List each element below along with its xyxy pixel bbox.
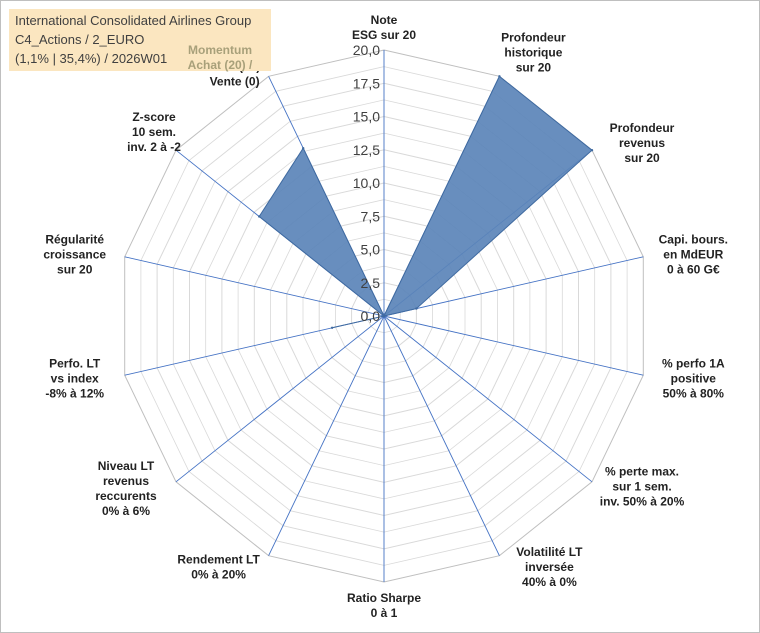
axis-label: Régularité croissance sur 20	[43, 233, 106, 277]
axis-label-line: 10 sem.	[132, 125, 176, 139]
axis-label-line: 40% à 0%	[522, 575, 577, 589]
axis-label-line: Ratio Sharpe	[347, 591, 421, 605]
data-point	[590, 149, 594, 152]
axis-label-line: ESG sur 20	[352, 28, 416, 42]
axis-label-line: sur 20	[57, 263, 93, 277]
axis-label-line: en MdEUR	[663, 248, 723, 262]
tick-label: 2,5	[361, 275, 381, 291]
axis-label-line: 50% à 80%	[663, 386, 725, 400]
axis-label: % perfo 1A positive 50% à 80%	[662, 356, 725, 400]
momentum-line-1: Momentum	[188, 43, 252, 57]
tick-label: 7,5	[361, 208, 381, 224]
axis-label-line: Régularité	[45, 233, 104, 247]
axis-label-line: 0% à 6%	[102, 504, 150, 518]
axis-label: Volatilité LT inversée 40% à 0%	[516, 545, 583, 589]
axis-label: Ratio Sharpe 0 à 1	[347, 591, 421, 620]
axis-label-line: Volatilité LT	[516, 545, 583, 559]
axis-spoke	[383, 256, 644, 317]
axis-label-line: inv. 2 à -2	[127, 140, 181, 154]
tick-label: 0,0	[361, 308, 381, 324]
axis-label-line: 0% à 20%	[191, 568, 246, 582]
axis-label-line: inv. 50% à 20%	[600, 494, 685, 508]
axis-spoke	[383, 315, 593, 483]
axis-label-line: reccurents	[95, 489, 157, 503]
data-point	[302, 147, 305, 150]
axis-label-line: Profondeur	[610, 121, 675, 135]
axis-label-line: inversée	[525, 560, 574, 574]
axis-label-line: vs index	[51, 371, 99, 385]
data-point	[330, 326, 334, 329]
axis-label-line: positive	[671, 371, 717, 385]
axis-label-line: sur 1 sem.	[612, 479, 671, 493]
axis-label: Rendement LT 0% à 20%	[177, 553, 260, 582]
axis-label-line: Z-score	[132, 110, 176, 124]
axis-label-line: % perte max.	[605, 464, 679, 478]
tick-label: 15,0	[353, 109, 380, 125]
axis-label: Profondeur historique sur 20	[501, 30, 566, 74]
axis-label-line: 0 à 60 G€	[667, 263, 720, 277]
info-box: International Consolidated Airlines Grou…	[9, 9, 271, 71]
axis-label-line: revenus	[103, 474, 149, 488]
axis-label-line: Capi. bours.	[659, 233, 728, 247]
data-point	[415, 307, 418, 310]
tick-label: 5,0	[361, 242, 381, 258]
axis-spoke	[175, 315, 385, 483]
data-point	[258, 215, 261, 218]
tick-label: 10,0	[353, 175, 380, 191]
axis-label: Niveau LT revenus reccurents 0% à 6%	[95, 459, 157, 518]
axis-label-line: Niveau LT	[98, 459, 155, 473]
axis-label-line: 0 à 1	[371, 606, 398, 620]
data-point	[498, 75, 501, 78]
series-area	[258, 75, 593, 329]
axis-label: Note ESG sur 20	[352, 13, 416, 42]
axis-label-line: Profondeur	[501, 30, 566, 44]
category-label: C4_Actions / 2_EURO	[15, 32, 145, 47]
momentum-line-2: Achat (20) /	[187, 58, 253, 72]
tick-label: 20,0	[353, 42, 380, 58]
axis-label-line: croissance	[43, 248, 106, 262]
axis-spoke	[268, 315, 385, 556]
axis-spoke	[383, 315, 644, 376]
tick-label: 17,5	[353, 75, 380, 91]
axis-spoke	[383, 315, 500, 556]
axis-label-line: sur 20	[624, 151, 660, 165]
axis-label-line: Note	[371, 13, 398, 27]
axis-label: Z-score 10 sem. inv. 2 à -2	[127, 110, 181, 154]
axis-label: Capi. bours. en MdEUR 0 à 60 G€	[659, 233, 728, 277]
axis-label-line: Rendement LT	[177, 553, 260, 567]
company-name: International Consolidated Airlines Grou…	[15, 13, 252, 28]
axis-label-line: Perfo. LT	[49, 356, 101, 370]
axis-label-line: % perfo 1A	[662, 356, 725, 370]
performance-period: (1,1% | 35,4%) / 2026W01	[15, 51, 168, 66]
axis-label: % perte max. sur 1 sem. inv. 50% à 20%	[600, 464, 685, 508]
momentum-note: Momentum Achat (20) /	[176, 43, 264, 73]
axis-label: Profondeur revenus sur 20	[610, 121, 675, 165]
axis-label: Perfo. LT vs index -8% à 12%	[45, 356, 104, 400]
tick-label: 12,5	[353, 142, 380, 158]
axis-label-line: sur 20	[516, 60, 552, 74]
axis-label-line: -8% à 12%	[45, 386, 104, 400]
axis-label-line: revenus	[619, 136, 665, 150]
axis-label-line: historique	[504, 45, 562, 59]
axis-spoke	[124, 256, 385, 317]
axis-label-line: Vente (0)	[210, 74, 260, 88]
data-point	[382, 314, 386, 318]
